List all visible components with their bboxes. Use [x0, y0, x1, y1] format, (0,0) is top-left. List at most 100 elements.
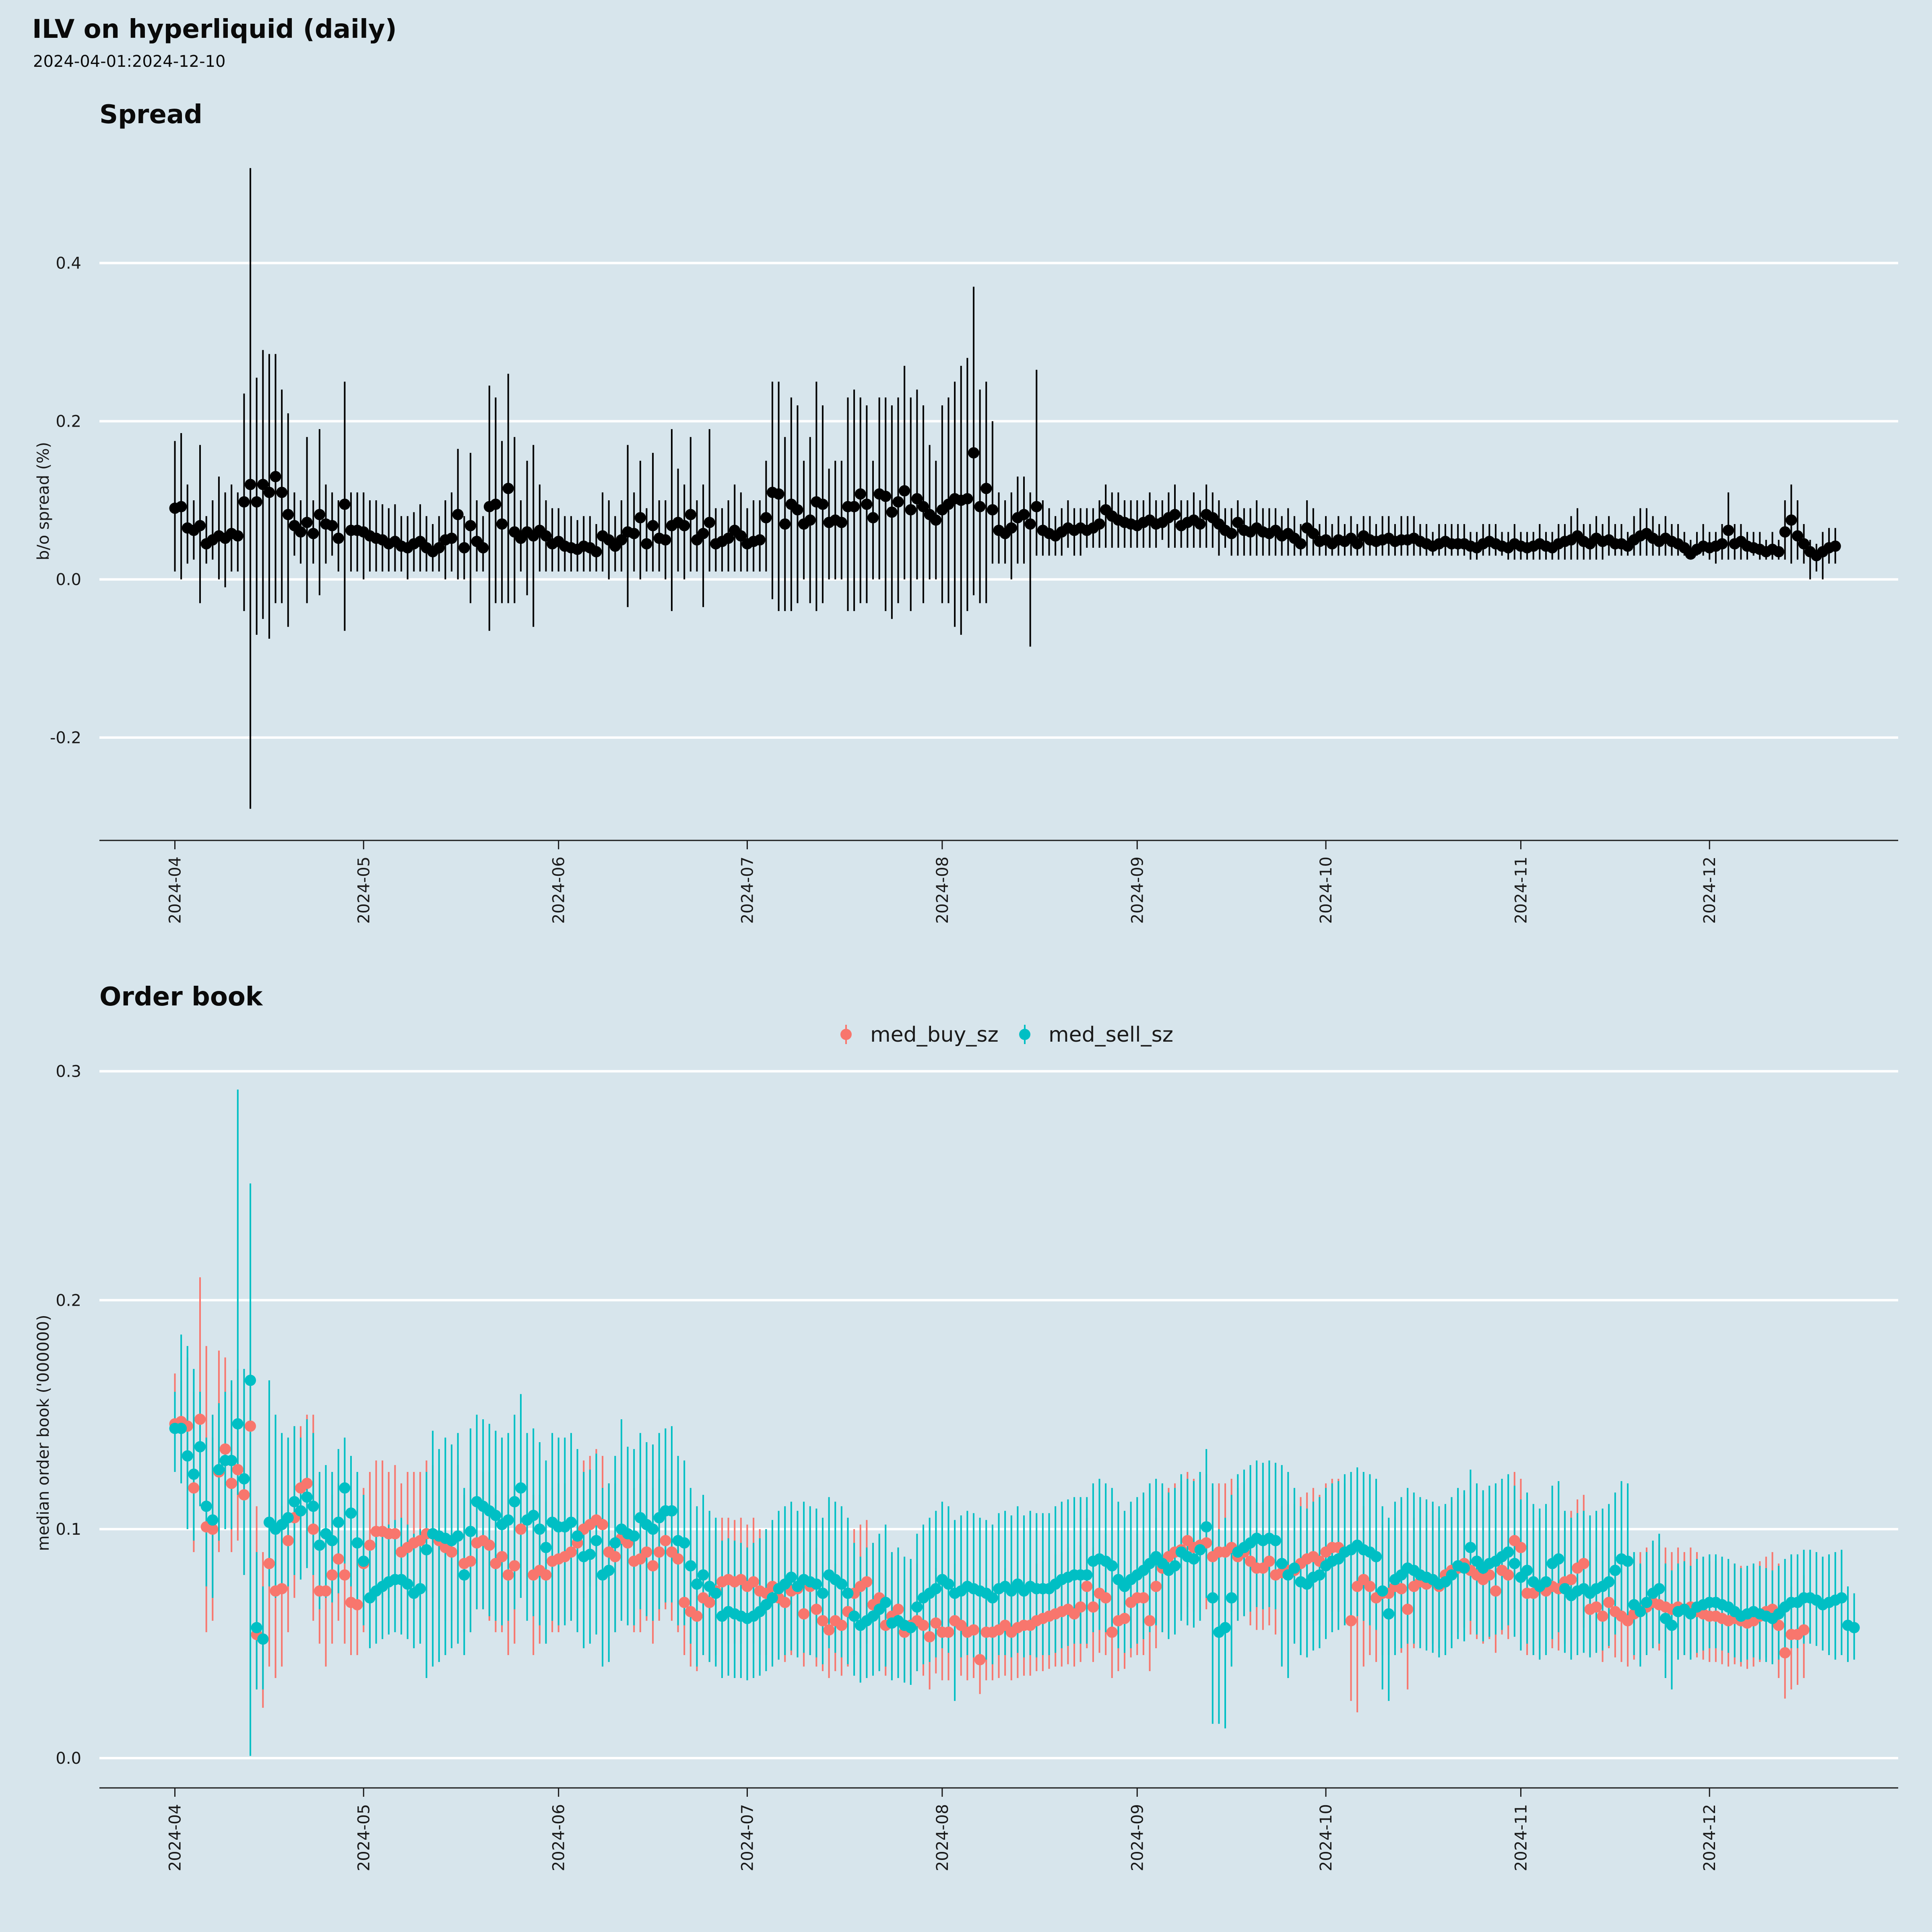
data-point: [609, 1537, 621, 1549]
x-tick-label: 2024-10: [1317, 1804, 1335, 1871]
data-point: [232, 530, 244, 542]
data-point: [634, 512, 646, 524]
data-point: [301, 1478, 313, 1489]
data-point: [358, 1555, 369, 1567]
data-point: [880, 491, 892, 502]
data-point: [911, 493, 923, 505]
data-point: [773, 488, 784, 500]
data-point: [685, 1560, 696, 1572]
orderbook-legend: med_buy_sz med_sell_sz: [840, 1023, 1173, 1047]
data-point: [175, 1422, 187, 1434]
data-point: [175, 501, 187, 512]
data-point: [968, 447, 979, 459]
data-point: [603, 1565, 615, 1576]
data-point: [698, 528, 709, 539]
data-point: [282, 1535, 294, 1546]
data-point: [245, 479, 256, 490]
data-point: [1383, 1608, 1395, 1620]
data-point: [968, 1624, 979, 1636]
data-point: [245, 1375, 256, 1386]
y-tick-label: 0.0: [56, 571, 81, 589]
orderbook-panel: Order book med_buy_sz med_sell_sz 0.0 0.1…: [34, 982, 1898, 1871]
data-point: [320, 1585, 332, 1597]
data-point: [433, 542, 445, 553]
x-tick-label: 2024-08: [933, 857, 952, 924]
x-tick-label: 2024-08: [933, 1804, 952, 1871]
data-point: [1087, 1601, 1099, 1613]
data-point: [257, 479, 269, 490]
spread-gridlines: [99, 262, 1898, 739]
data-point: [295, 1505, 307, 1517]
data-point: [1565, 1574, 1577, 1585]
y-tick-label: -0.2: [50, 729, 81, 747]
data-point: [1792, 530, 1803, 542]
data-point: [565, 1517, 577, 1528]
data-point: [452, 1530, 464, 1542]
data-point: [722, 533, 734, 544]
data-point: [817, 498, 828, 510]
data-point: [779, 1597, 791, 1608]
data-point: [817, 1615, 828, 1627]
data-point: [1005, 522, 1017, 534]
data-point: [1622, 1555, 1634, 1567]
data-point: [987, 504, 998, 516]
data-point: [464, 1555, 476, 1567]
data-point: [1024, 518, 1036, 530]
data-point: [1081, 1581, 1093, 1592]
data-point: [1314, 1569, 1325, 1581]
data-point: [748, 1576, 760, 1588]
data-point: [861, 498, 873, 510]
data-point: [1641, 1597, 1652, 1608]
data-point: [1106, 1560, 1118, 1572]
data-point: [710, 1587, 722, 1599]
data-point: [1150, 1581, 1162, 1592]
data-point: [1307, 528, 1319, 539]
data-point: [1603, 1576, 1615, 1588]
data-point: [226, 1478, 237, 1489]
data-point: [515, 1482, 526, 1494]
data-point: [628, 1530, 640, 1542]
data-point: [276, 487, 288, 498]
data-point: [477, 542, 489, 553]
x-tick-label: 2024-11: [1512, 1804, 1530, 1871]
data-point: [339, 1482, 351, 1494]
data-point: [811, 1604, 822, 1615]
data-point: [502, 1514, 514, 1526]
data-point: [496, 518, 508, 530]
data-point: [1220, 1622, 1231, 1633]
data-point: [1515, 1542, 1527, 1553]
data-point: [1603, 1597, 1615, 1608]
figure-subtitle: 2024-04-01:2024-12-10: [33, 52, 225, 71]
data-point: [685, 509, 696, 520]
data-point: [534, 1523, 545, 1535]
data-point: [458, 542, 470, 553]
legend-buy-label: med_buy_sz: [870, 1023, 999, 1047]
data-point: [1578, 1558, 1589, 1569]
data-point: [188, 1482, 200, 1494]
data-point: [1521, 1565, 1533, 1576]
data-point: [779, 518, 791, 530]
data-point: [483, 1540, 495, 1551]
data-point: [962, 493, 973, 505]
data-point: [1364, 1581, 1376, 1592]
data-point: [597, 1519, 609, 1530]
data-point: [515, 1523, 526, 1535]
data-point: [660, 534, 671, 546]
y-tick-label: 0.2: [56, 1291, 81, 1310]
data-point: [282, 1512, 294, 1523]
legend-sell-label: med_sell_sz: [1049, 1023, 1173, 1047]
data-point: [1590, 1601, 1602, 1613]
data-point: [1226, 1592, 1237, 1604]
data-point: [974, 1654, 986, 1666]
data-point: [930, 1617, 942, 1629]
data-point: [238, 1489, 250, 1501]
data-point: [295, 526, 307, 538]
data-point: [1716, 538, 1728, 550]
data-point: [339, 1569, 351, 1581]
data-point: [257, 1633, 269, 1645]
data-point: [402, 1578, 413, 1590]
data-point: [200, 1501, 212, 1512]
data-point: [1018, 509, 1030, 520]
data-point: [691, 1610, 703, 1622]
x-tick-label: 2024-06: [550, 1804, 568, 1871]
